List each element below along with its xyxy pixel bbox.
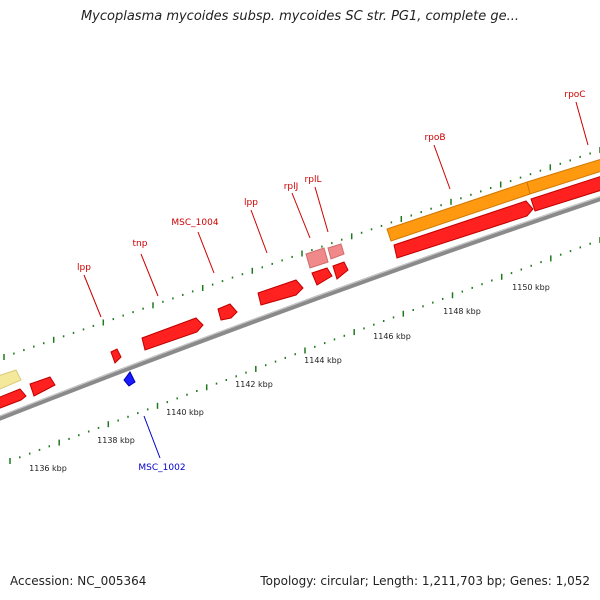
gene-label-rplL[interactable]: rplL <box>305 175 322 185</box>
gene-label-lpp[interactable]: lpp <box>244 198 258 208</box>
scale-label: 1144 kbp <box>304 356 342 365</box>
gene-label-lpp[interactable]: lpp <box>77 263 91 273</box>
scale-label: 1148 kbp <box>443 307 481 316</box>
gene-label-msc-1004[interactable]: MSC_1004 <box>171 218 218 228</box>
scale-label: 1136 kbp <box>29 464 67 473</box>
feature-cds-rpoB[interactable] <box>393 200 534 259</box>
feature-cds-rplJ[interactable] <box>311 267 333 286</box>
leader-lines <box>83 101 589 459</box>
gene-label-rpoB[interactable]: rpoB <box>424 133 445 143</box>
gene-label-msc-1002[interactable]: MSC_1002 <box>138 463 185 473</box>
feature-cds-lpp[interactable] <box>257 279 304 306</box>
feature-rrna-rpoC[interactable] <box>526 158 600 195</box>
gene-label-tnp[interactable]: tnp <box>133 239 148 249</box>
map-title: Mycoplasma mycoides subsp. mycoides SC s… <box>80 9 520 24</box>
feature-cds-rplL[interactable] <box>332 261 349 280</box>
scale-label: 1150 kbp <box>512 283 550 292</box>
feature-cds-lpp[interactable] <box>110 348 122 364</box>
feature-cds[interactable] <box>29 376 56 397</box>
accession-text: Accession: NC_005364 <box>10 574 147 588</box>
gene-label-rplJ[interactable]: rplJ <box>284 182 299 192</box>
feature-cds-rpoC[interactable] <box>530 175 600 212</box>
feature-cds-msc-1002[interactable] <box>123 371 136 387</box>
scale-label: 1142 kbp <box>235 380 273 389</box>
gene-label-rpoC[interactable]: rpoC <box>564 90 585 100</box>
feature-cds[interactable] <box>0 388 27 410</box>
genome-backbone <box>0 196 600 421</box>
feature-other[interactable] <box>0 369 22 390</box>
tick-track-bottom <box>9 237 600 464</box>
tick-track-top <box>3 147 600 360</box>
scale-label: 1138 kbp <box>97 436 135 445</box>
scale-label: 1146 kbp <box>373 332 411 341</box>
genome-backbone-highlight <box>0 196 600 417</box>
genome-summary-text: Topology: circular; Length: 1,211,703 bp… <box>260 574 590 588</box>
scale-labels: 1136 kbp 1138 kbp 1140 kbp 1142 kbp 1144… <box>29 283 550 473</box>
feature-cds-msc-1004[interactable] <box>217 303 238 321</box>
feature-trna-rplJ[interactable] <box>305 247 329 269</box>
feature-cds-tnp[interactable] <box>141 317 204 351</box>
feature-trna-rplL[interactable] <box>327 243 345 260</box>
scale-label: 1140 kbp <box>166 408 204 417</box>
